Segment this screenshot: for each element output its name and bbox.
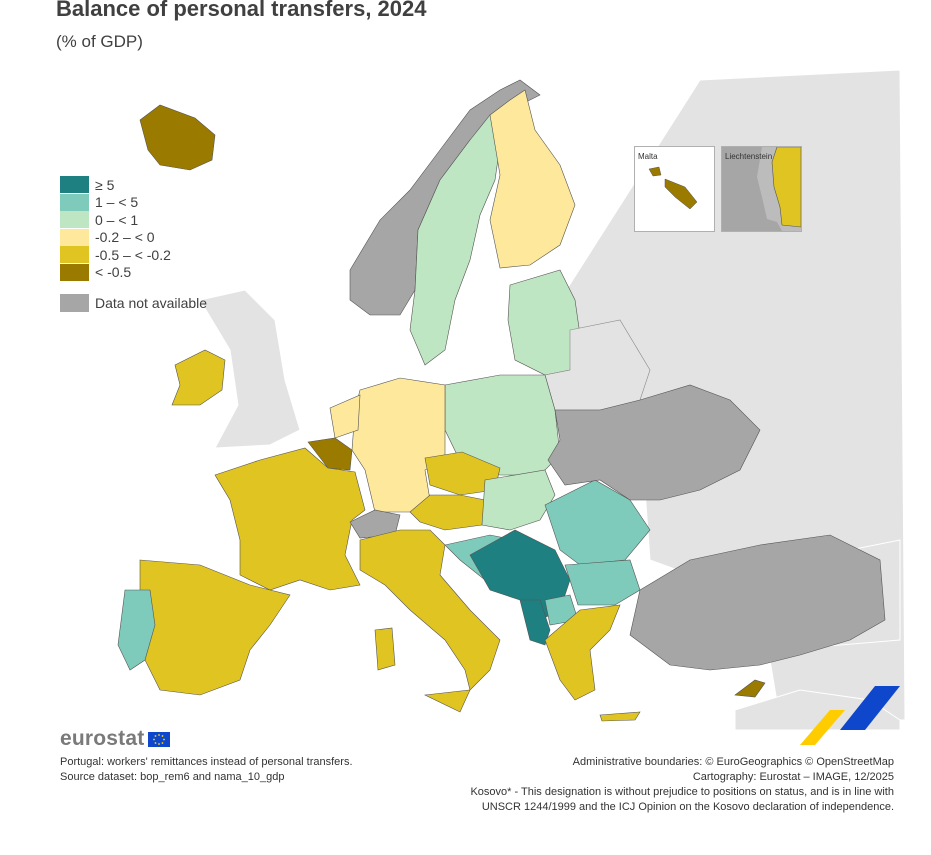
- region-portugal: [117, 589, 156, 671]
- map-subtitle: (% of GDP): [56, 32, 143, 51]
- legend-label: 1 – < 5: [95, 194, 139, 211]
- region-sicily: [423, 689, 471, 713]
- legend-swatch: [60, 246, 89, 264]
- legend-label: -0.2 – < 0: [95, 229, 155, 246]
- legend-item: -0.5 – < -0.2: [60, 246, 171, 264]
- legend-item: -0.2 – < 0: [60, 228, 171, 247]
- region-cyprus: [734, 679, 766, 698]
- region-switzerland: [349, 509, 401, 539]
- region-poland: [444, 374, 561, 476]
- inset-liechtenstein: Liechtenstein: [721, 146, 802, 232]
- liechtenstein-shape: [757, 147, 801, 231]
- footer-cartography: Cartography: Eurostat – IMAGE, 12/2025: [692, 771, 894, 783]
- footer-right: Administrative boundaries: © EuroGeograp…: [470, 755, 894, 815]
- region-france: [214, 447, 366, 591]
- legend-item-na: Data not available: [60, 294, 207, 312]
- legend-swatch: [60, 176, 89, 194]
- region-ireland: [171, 349, 226, 406]
- footer-note: Portugal: workers' remittances instead o…: [60, 756, 353, 768]
- legend-swatch: [60, 193, 89, 211]
- malta-shape: [648, 166, 698, 210]
- legend-label: < -0.5: [95, 264, 132, 281]
- legend-swatch: [60, 211, 89, 229]
- region-germany: [351, 377, 446, 513]
- legend-item: < -0.5: [60, 263, 171, 282]
- inset-label-liechtenstein: Liechtenstein: [725, 152, 773, 161]
- region-finland: [489, 89, 576, 269]
- footer-kosovo-line-1: Kosovo* - This designation is without pr…: [470, 786, 894, 798]
- legend-item: ≥ 5: [60, 176, 171, 194]
- region-sardinia: [374, 627, 396, 671]
- footer-kosovo-line-2: UNSCR 1244/1999 and the ICJ Opinion on t…: [481, 801, 894, 813]
- eurostat-logo-text: eurostat: [60, 727, 145, 750]
- region-iceland: [139, 104, 216, 171]
- region-ukraine: [547, 384, 761, 501]
- legend-label: ≥ 5: [95, 176, 115, 193]
- eurostat-logo: eurostat: [60, 727, 171, 751]
- region-turkey: [629, 534, 886, 671]
- legend-swatch: [60, 263, 89, 281]
- eurostat-corner-graphic: [800, 686, 900, 745]
- region-sweden: [409, 114, 501, 366]
- legend-label: Data not available: [95, 295, 208, 311]
- legend-swatch: [60, 228, 89, 246]
- legend-label: 0 – < 1: [95, 211, 139, 228]
- footer-source: Source dataset: bop_rem6 and nama_10_gdp: [60, 771, 285, 783]
- eu-flag-icon: [148, 731, 171, 747]
- legend: ≥ 5 1 – < 5 0 – < 1 -0.2 – < 0 -0.5 – < …: [60, 176, 171, 281]
- footer-left: Portugal: workers' remittances instead o…: [60, 755, 353, 785]
- region-greece: [544, 604, 621, 701]
- region-romania: [544, 479, 651, 566]
- footer-boundaries: Administrative boundaries: © EuroGeograp…: [572, 756, 894, 768]
- inset-label-malta: Malta: [638, 152, 658, 161]
- map-title: Balance of personal transfers, 2024: [56, 0, 427, 21]
- legend-label: -0.5 – < -0.2: [95, 246, 171, 263]
- inset-malta: Malta: [634, 146, 715, 232]
- region-belgium: [307, 437, 353, 471]
- region-bulgaria: [564, 559, 641, 606]
- region-italy: [359, 529, 501, 691]
- region-crete: [599, 711, 641, 722]
- region-netherlands: [329, 394, 361, 439]
- legend-item: 1 – < 5: [60, 193, 171, 212]
- legend-swatch: [60, 294, 89, 312]
- legend-item: 0 – < 1: [60, 211, 171, 229]
- region-slovakia-hungary: [481, 469, 556, 531]
